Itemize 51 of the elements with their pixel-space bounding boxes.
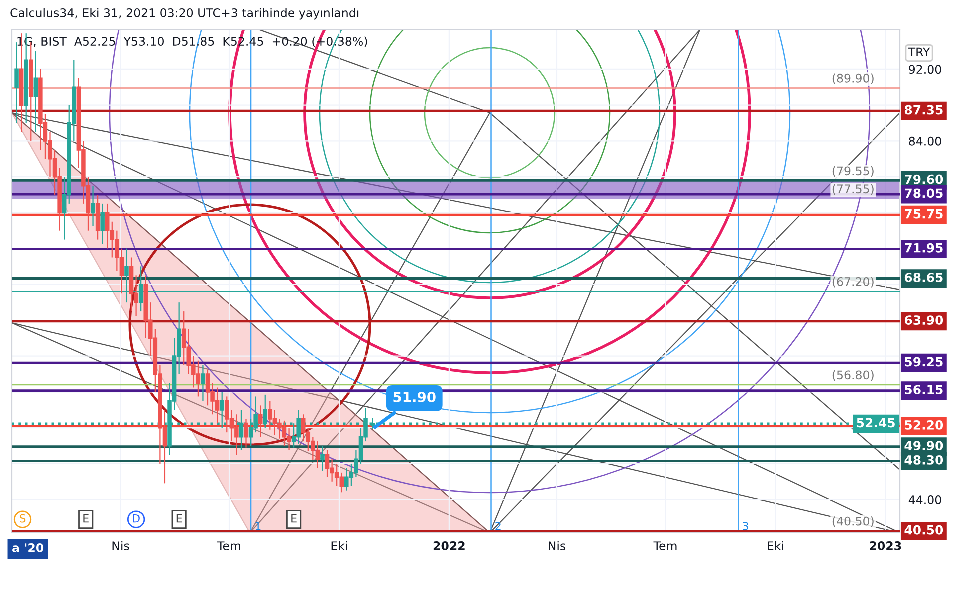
ref-line-label: 68.65 (904, 272, 943, 282)
x-tick-label: Eki (332, 541, 348, 550)
ref-line-label: 3 (743, 522, 748, 530)
ref-line-label: 63.90 (904, 316, 944, 326)
ref-line-label: 40.50 (904, 525, 944, 535)
chart-title: Calculus34, Eki 31, 2021 03:20 UTC+3 tarihinde yayınlandı (10, 8, 359, 20)
x-tick-label: Tem (218, 542, 240, 550)
x-tick-label: Tem (654, 542, 677, 550)
x-tick-label: 2023 (870, 542, 902, 550)
annotation: E (84, 514, 89, 523)
annotation: (56.80) (832, 370, 874, 382)
ref-line-label: 52.45 (857, 418, 895, 428)
y-tick-label: 92.00 (909, 65, 942, 74)
x-tick-label: Eki (768, 541, 784, 550)
annotation: (89.90) (832, 74, 874, 84)
ref-line-label: 52.20 (905, 420, 944, 430)
ref-line-label: 87.35 (904, 105, 943, 115)
annotation: S (20, 514, 26, 523)
ref-line-label: 79.60 (905, 174, 944, 184)
ref-line-label: 59.25 (905, 357, 943, 367)
ref-line-label: 1 (256, 522, 261, 530)
ref-line-label: 75.75 (905, 209, 943, 219)
annotation: (67.20) (832, 277, 874, 288)
ref-line-label: 49.90 (904, 441, 944, 451)
candlestick (91, 185, 96, 227)
candlestick (244, 418, 248, 448)
text: TRY (908, 48, 930, 56)
annotation: 51.90 (394, 392, 436, 402)
y-tick-label: 84.00 (909, 136, 942, 146)
candlestick (258, 405, 263, 438)
y-tick-label: 44.00 (908, 496, 942, 504)
annotation: E (176, 514, 182, 523)
candlestick (201, 364, 206, 402)
candlestick (320, 445, 325, 472)
x-tick-label: Nis (549, 541, 566, 550)
ref-line-label: 48.30 (904, 455, 944, 465)
ref-line-label: 71.95 (905, 243, 943, 253)
candlestick (100, 203, 105, 245)
x-tick-label: Nis (112, 541, 130, 550)
candlestick (14, 42, 19, 124)
x-tick-label: 2022 (434, 542, 465, 550)
annotation: (79.55) (832, 166, 874, 178)
ref-line-label: 78.05 (905, 188, 943, 198)
annotation: E (292, 514, 297, 523)
text: a '20 (12, 543, 44, 552)
annotation: (77.55) (832, 184, 874, 195)
ref-line-label: 56.15 (905, 385, 943, 395)
ref-line-label: 2 (496, 522, 501, 530)
candlestick (34, 50, 38, 133)
annotation: (40.50) (832, 516, 874, 528)
annotation: D (133, 514, 140, 523)
